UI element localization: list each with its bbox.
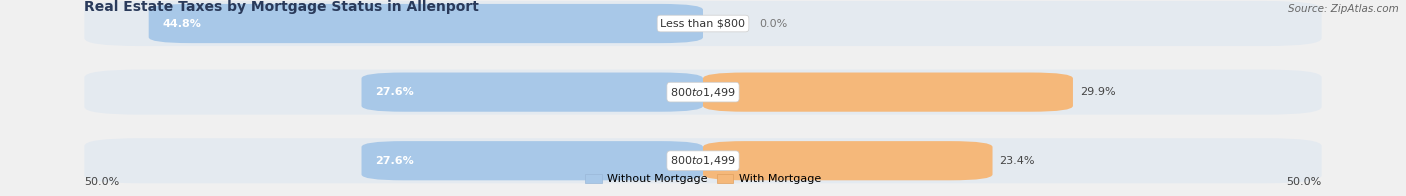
FancyBboxPatch shape <box>703 73 1073 112</box>
FancyBboxPatch shape <box>84 138 1322 183</box>
Text: $800 to $1,499: $800 to $1,499 <box>671 154 735 167</box>
Text: $800 to $1,499: $800 to $1,499 <box>671 86 735 99</box>
Text: 29.9%: 29.9% <box>1080 87 1115 97</box>
FancyBboxPatch shape <box>84 1 1322 46</box>
FancyBboxPatch shape <box>361 141 703 180</box>
Text: 27.6%: 27.6% <box>375 87 415 97</box>
Text: 50.0%: 50.0% <box>1286 177 1322 187</box>
FancyBboxPatch shape <box>84 70 1322 115</box>
FancyBboxPatch shape <box>703 141 993 180</box>
Text: 44.8%: 44.8% <box>163 18 201 29</box>
Text: 27.6%: 27.6% <box>375 156 415 166</box>
Legend: Without Mortgage, With Mortgage: Without Mortgage, With Mortgage <box>581 169 825 189</box>
Text: 0.0%: 0.0% <box>759 18 787 29</box>
Text: Source: ZipAtlas.com: Source: ZipAtlas.com <box>1288 4 1399 14</box>
FancyBboxPatch shape <box>149 4 703 43</box>
FancyBboxPatch shape <box>361 73 703 112</box>
Text: 23.4%: 23.4% <box>1000 156 1035 166</box>
Text: 50.0%: 50.0% <box>84 177 120 187</box>
Text: Less than $800: Less than $800 <box>661 18 745 29</box>
Text: Real Estate Taxes by Mortgage Status in Allenport: Real Estate Taxes by Mortgage Status in … <box>84 0 479 14</box>
